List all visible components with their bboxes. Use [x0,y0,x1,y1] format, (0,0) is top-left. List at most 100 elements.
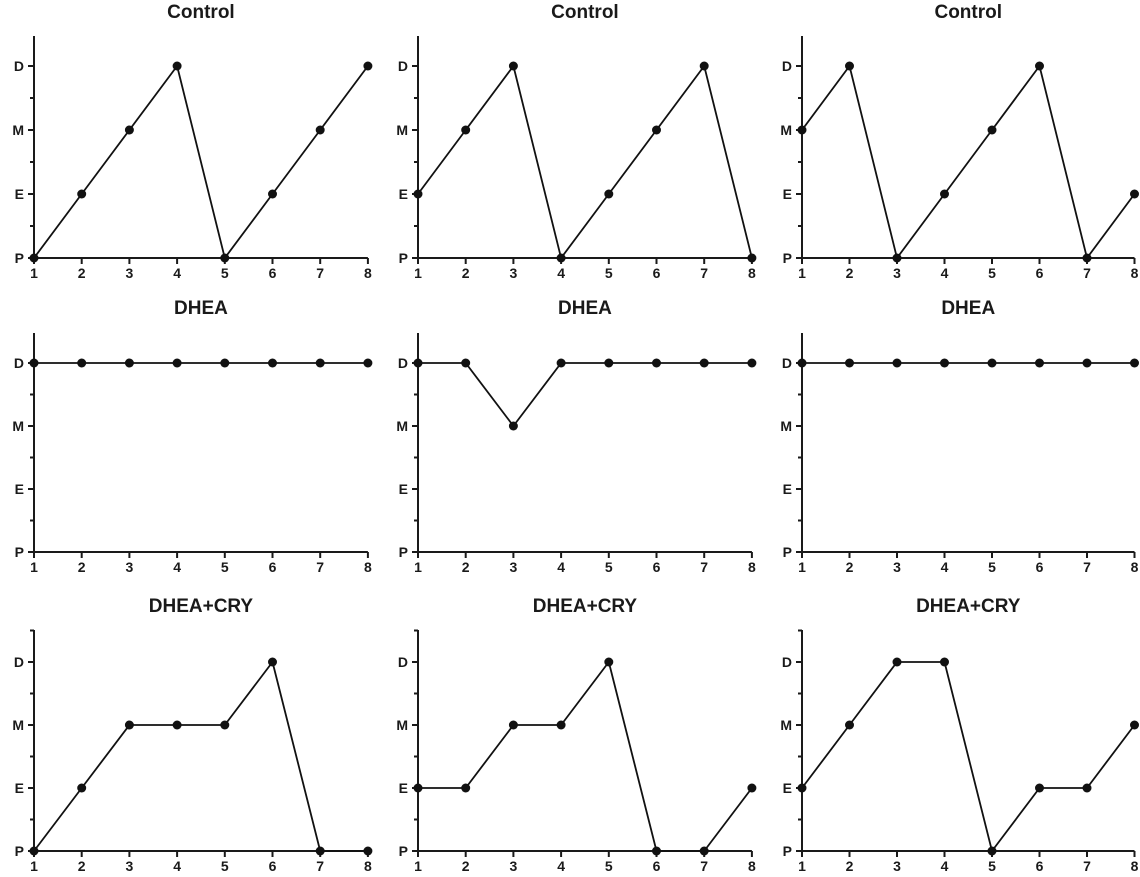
x-tick-label: 3 [893,265,901,281]
x-tick-label: 3 [510,559,518,575]
panel-title: DHEA [174,298,228,319]
y-tick-label: D [14,58,24,74]
x-tick-label: 6 [653,858,661,874]
data-point [747,359,756,368]
x-tick-label: 7 [1083,559,1091,575]
x-tick-label: 8 [364,559,372,575]
x-tick-label: 2 [78,858,86,874]
y-tick-label: M [780,122,792,138]
x-tick-label: 1 [30,265,38,281]
data-point [77,784,86,793]
y-tick-label: P [15,843,24,859]
data-point [557,721,566,730]
x-tick-label: 7 [700,265,708,281]
data-point [652,126,661,135]
x-tick-label: 1 [30,858,38,874]
x-tick-label: 2 [462,559,470,575]
data-point [316,359,325,368]
x-tick-label: 3 [126,265,134,281]
x-tick-label: 1 [798,559,806,575]
data-point [363,62,372,71]
data-point [363,847,372,856]
x-tick-label: 4 [173,858,181,874]
x-tick-label: 8 [748,858,756,874]
y-tick-label: M [12,122,24,138]
data-point [1083,784,1092,793]
y-tick-label: E [783,481,792,497]
x-tick-label: 4 [173,265,181,281]
data-point [316,126,325,135]
data-point [798,359,807,368]
data-point [604,359,613,368]
x-tick-label: 5 [605,559,613,575]
data-point [461,784,470,793]
data-point [940,359,949,368]
panel-title: Control [934,2,1002,23]
x-tick-label: 5 [605,858,613,874]
data-point [652,359,661,368]
y-tick-label: E [15,481,24,497]
x-tick-label: 7 [316,858,324,874]
data-point [461,359,470,368]
x-tick-label: 5 [221,265,229,281]
data-point [461,126,470,135]
data-point [30,359,39,368]
y-tick-label: P [783,544,792,560]
x-tick-label: 4 [941,858,949,874]
x-tick-label: 6 [1036,265,1044,281]
data-point [1083,359,1092,368]
x-tick-label: 3 [893,858,901,874]
y-tick-label: D [398,654,408,670]
y-tick-label: D [14,355,24,371]
data-point [268,658,277,667]
panel-title: DHEA+CRY [149,596,254,617]
data-point [988,847,997,856]
x-tick-label: 2 [462,265,470,281]
x-tick-label: 8 [1131,265,1139,281]
data-point [316,847,325,856]
x-tick-label: 2 [462,858,470,874]
data-point [988,359,997,368]
x-tick-label: 5 [221,858,229,874]
y-tick-label: P [783,250,792,266]
data-point [652,847,661,856]
data-point [414,784,423,793]
x-tick-label: 1 [414,858,422,874]
data-point [414,359,423,368]
y-tick-label: D [398,58,408,74]
x-tick-label: 6 [269,559,277,575]
series-line [418,66,752,258]
data-point [220,359,229,368]
x-tick-label: 6 [1036,559,1044,575]
data-point [1083,254,1092,263]
x-tick-label: 2 [78,559,86,575]
y-tick-label: E [783,186,792,202]
y-tick-label: E [15,186,24,202]
data-point [893,658,902,667]
x-tick-label: 2 [78,265,86,281]
x-tick-label: 8 [748,265,756,281]
y-tick-label: M [396,418,408,434]
data-point [220,721,229,730]
y-tick-label: E [783,780,792,796]
data-point [747,784,756,793]
series-line [802,66,1135,258]
data-point [747,254,756,263]
panel-title: DHEA+CRY [916,596,1021,617]
y-tick-label: M [396,717,408,733]
panel-title: Control [167,2,235,23]
x-tick-label: 1 [798,858,806,874]
data-point [604,190,613,199]
x-tick-label: 3 [510,265,518,281]
data-point [798,126,807,135]
x-tick-label: 3 [126,559,134,575]
x-tick-label: 1 [414,265,422,281]
x-tick-label: 4 [941,559,949,575]
x-tick-label: 3 [893,559,901,575]
data-point [77,359,86,368]
data-point [1130,721,1139,730]
panel-title: Control [551,2,619,23]
data-point [557,254,566,263]
data-point [125,359,134,368]
y-tick-label: M [396,122,408,138]
